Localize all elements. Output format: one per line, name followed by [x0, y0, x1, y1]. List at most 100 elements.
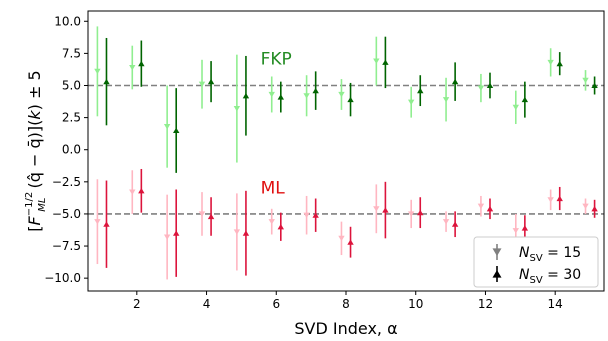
x-tick-label-4: 4 — [203, 297, 211, 311]
data-point-3-10 — [451, 221, 459, 227]
data-point-2-6 — [303, 212, 310, 219]
y-tick-label-8: 10.0 — [54, 14, 81, 28]
data-point-2-8 — [373, 206, 380, 212]
series-3 — [103, 168, 598, 277]
y-axis-label-group: [F−1/2 ML (q̂ − q̄)](k) ± 5 — [24, 70, 48, 231]
legend-label-1: NSV = 30 — [519, 267, 581, 286]
annotations: FKP ML — [261, 50, 292, 199]
y-axis-label-part-7: k — [25, 110, 44, 120]
y-tick-label-6: 5.0 — [62, 78, 81, 92]
data-point-2-4 — [233, 229, 241, 235]
data-point-0-4 — [233, 106, 241, 112]
data-point-1-11 — [486, 82, 494, 89]
data-point-3-14 — [591, 205, 598, 212]
data-point-3-5 — [277, 223, 285, 230]
data-point-2-0 — [94, 219, 101, 225]
data-point-1-1 — [138, 60, 145, 67]
data-point-3-7 — [347, 239, 354, 245]
data-point-0-12 — [512, 104, 519, 111]
y-tick-label-7: 7.5 — [62, 46, 81, 60]
data-point-3-8 — [382, 207, 389, 213]
data-point-0-5 — [268, 91, 275, 98]
series-2 — [94, 170, 589, 280]
series-1 — [103, 36, 598, 173]
data-point-3-13 — [556, 195, 563, 202]
data-point-3-3 — [207, 213, 215, 220]
x-axis-label: SVD Index, α — [294, 319, 397, 338]
legend-label-value-1: = 30 — [543, 267, 581, 283]
data-point-0-7 — [338, 91, 345, 98]
data-point-2-14 — [582, 203, 589, 210]
data-point-1-3 — [207, 78, 215, 85]
data-point-0-9 — [407, 99, 415, 106]
data-point-0-6 — [303, 93, 310, 99]
data-point-2-10 — [442, 219, 450, 225]
data-point-3-9 — [417, 209, 424, 216]
y-tick-label-3: −2.5 — [52, 175, 81, 189]
data-point-3-1 — [138, 187, 145, 194]
y-axis-label-part-8: ) ± 5 — [25, 70, 44, 110]
x-tick-label-10: 10 — [408, 297, 423, 311]
legend-marker-0 — [492, 248, 502, 257]
legend-label-n-0: N — [519, 245, 530, 261]
y-axis-label-part-6: ( — [25, 120, 44, 126]
y-axis-label-part-5: ] — [25, 126, 44, 132]
data-point-0-3 — [198, 81, 206, 88]
legend-label-value-0: = 15 — [543, 245, 581, 261]
data-point-1-5 — [277, 94, 285, 100]
x-tick-label-6: 6 — [272, 297, 280, 311]
x-tick-label-2: 2 — [133, 297, 141, 311]
chart-marks — [94, 26, 598, 280]
x-tick-label-8: 8 — [342, 297, 350, 311]
data-point-2-9 — [407, 211, 415, 217]
y-axis-label: [F−1/2 ML (q̂ − q̄)](k) ± 5 — [24, 70, 48, 231]
data-point-3-12 — [521, 225, 529, 231]
data-point-1-13 — [556, 60, 563, 67]
data-point-3-4 — [242, 230, 250, 236]
data-point-0-8 — [373, 58, 380, 64]
legend-label-sub-1: SV — [529, 275, 542, 286]
data-point-2-1 — [129, 189, 136, 195]
data-point-0-1 — [129, 64, 136, 71]
data-point-1-6 — [312, 87, 319, 94]
data-point-1-0 — [103, 78, 110, 85]
data-point-0-13 — [547, 59, 554, 66]
plot-area — [88, 84, 604, 215]
x-tick-label-14: 14 — [548, 297, 563, 311]
y-tick-label-4: 0.0 — [62, 143, 81, 157]
data-point-2-12 — [512, 228, 519, 234]
data-point-3-0 — [103, 221, 110, 227]
data-point-0-0 — [94, 68, 101, 75]
data-point-3-6 — [312, 212, 319, 218]
data-point-0-10 — [442, 97, 450, 103]
y-axis-label-part-1: F — [25, 215, 44, 225]
y-axis-label-part-0: [ — [25, 225, 44, 231]
x-tick-label-12: 12 — [478, 297, 493, 311]
data-point-1-10 — [451, 78, 459, 85]
legend-box — [473, 236, 599, 288]
data-point-1-2 — [173, 127, 180, 134]
legend-label-0: NSV = 15 — [519, 245, 581, 264]
data-point-1-12 — [521, 96, 529, 103]
data-point-2-13 — [547, 197, 554, 203]
axes: 2 4 6 8 10 12 14 −10.0 −7.5 −5.0 −2.5 0.0 2.5 5.0 7.5 1… — [44, 14, 563, 311]
data-point-1-4 — [242, 92, 250, 99]
data-point-2-11 — [477, 203, 485, 210]
y-tick-label-2: −5.0 — [52, 207, 81, 221]
annotation-fkp: FKP — [261, 50, 292, 70]
legend-marker-1 — [492, 269, 502, 278]
data-point-1-7 — [347, 96, 354, 103]
data-point-0-11 — [477, 85, 485, 91]
data-point-3-2 — [173, 230, 180, 236]
data-point-2-2 — [163, 234, 171, 240]
data-point-1-9 — [417, 87, 424, 94]
data-point-2-3 — [198, 211, 206, 217]
data-point-1-8 — [382, 59, 389, 65]
data-point-0-2 — [163, 124, 171, 130]
y-tick-label-0: −10.0 — [44, 271, 81, 285]
data-point-2-5 — [268, 219, 275, 225]
data-point-1-14 — [591, 82, 598, 89]
data-point-3-11 — [486, 205, 494, 212]
